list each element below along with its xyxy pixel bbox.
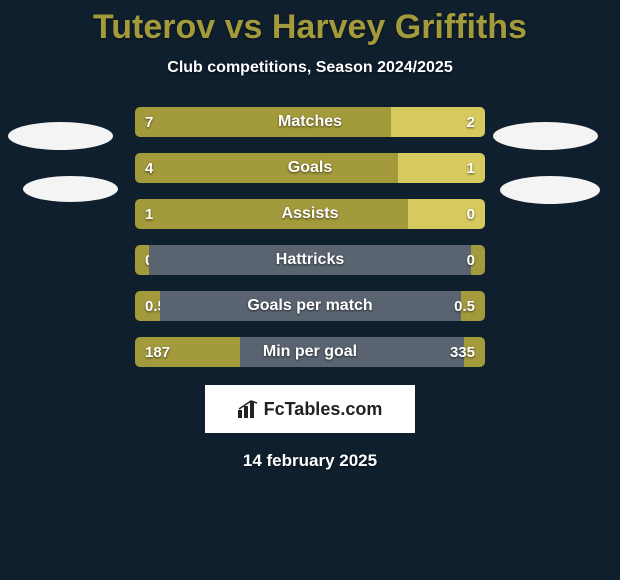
value-left: 1: [145, 206, 153, 223]
stat-row: 72Matches: [135, 107, 485, 137]
value-left: 187: [145, 344, 170, 361]
page-title: Tuterov vs Harvey Griffiths: [0, 0, 620, 47]
value-right: 0: [467, 252, 475, 269]
bar-left: 0.57: [135, 291, 160, 321]
stat-row: 187335Min per goal: [135, 337, 485, 367]
bar-right: 0.5: [461, 291, 486, 321]
comparison-chart: 72Matches41Goals10Assists00Hattricks0.57…: [135, 107, 485, 367]
value-right: 0.5: [454, 298, 475, 315]
bar-left: 7: [135, 107, 391, 137]
value-right: 1: [467, 160, 475, 177]
value-left: 7: [145, 114, 153, 131]
bar-mid: [149, 245, 471, 275]
bar-left: 0: [135, 245, 149, 275]
bar-mid: [160, 291, 461, 321]
stat-row: 00Hattricks: [135, 245, 485, 275]
player-logo-placeholder: [493, 122, 598, 150]
stat-row: 10Assists: [135, 199, 485, 229]
value-left: 4: [145, 160, 153, 177]
bar-right: 0: [408, 199, 485, 229]
bar-left: 1: [135, 199, 408, 229]
player-logo-placeholder: [8, 122, 113, 150]
bar-mid: [240, 337, 464, 367]
bar-left: 4: [135, 153, 398, 183]
subtitle: Club competitions, Season 2024/2025: [0, 59, 620, 77]
value-right: 2: [467, 114, 475, 131]
logo-text: FcTables.com: [264, 399, 383, 420]
value-right: 0: [467, 206, 475, 223]
bar-right: 1: [398, 153, 486, 183]
logo-box: FcTables.com: [205, 385, 415, 433]
date: 14 february 2025: [0, 451, 620, 471]
stat-row: 0.570.5Goals per match: [135, 291, 485, 321]
bar-right: 2: [391, 107, 486, 137]
logo-icon: [238, 400, 260, 418]
bar-left: 187: [135, 337, 240, 367]
value-right: 335: [450, 344, 475, 361]
bar-right: 335: [464, 337, 485, 367]
player-logo-placeholder: [23, 176, 118, 202]
logo: FcTables.com: [238, 399, 383, 420]
player-logo-placeholder: [500, 176, 600, 204]
stat-row: 41Goals: [135, 153, 485, 183]
bar-right: 0: [471, 245, 485, 275]
